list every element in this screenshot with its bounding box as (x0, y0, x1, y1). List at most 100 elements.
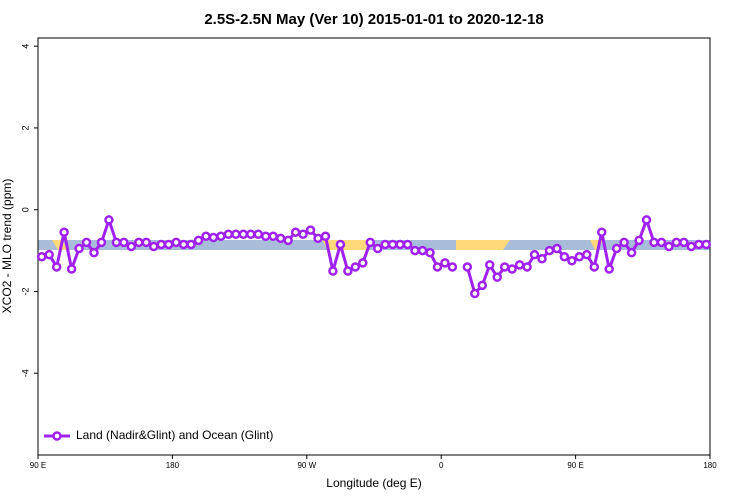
data-point (589, 262, 600, 272)
data-point (44, 249, 54, 260)
data-point (298, 229, 308, 239)
data-point (522, 262, 532, 272)
data-point (141, 237, 152, 248)
data-point (626, 247, 637, 258)
data-point (328, 266, 338, 276)
data-point (365, 237, 376, 248)
x-tick-label: 90 E (30, 461, 46, 470)
x-tick-label: 180 (703, 461, 717, 470)
data-point (275, 233, 286, 244)
x-tick-label: 0 (439, 461, 444, 470)
legend-marker (52, 431, 62, 441)
data-point (268, 231, 278, 242)
data-point (477, 280, 488, 291)
legend-label: Land (Nadir&Glint) and Ocean (Glint) (76, 428, 273, 442)
data-point (96, 237, 107, 248)
data-point (283, 235, 293, 246)
data-point (126, 241, 137, 252)
data-point (372, 243, 383, 254)
data-point (387, 239, 398, 250)
y-tick-label: -4 (20, 369, 30, 377)
data-point (358, 258, 368, 268)
data-point (156, 239, 166, 250)
data-point (664, 241, 674, 252)
data-point (66, 264, 77, 274)
data-point (656, 237, 667, 248)
data-point (604, 264, 614, 274)
data-point (694, 239, 704, 250)
data-point (432, 262, 443, 272)
data-point (119, 237, 129, 248)
y-tick-label: 2 (20, 125, 30, 130)
data-point (178, 239, 189, 250)
data-point (634, 235, 644, 246)
data-point (402, 239, 413, 250)
data-point (163, 239, 174, 250)
data-point (320, 231, 331, 242)
data-point (231, 229, 241, 239)
data-point (193, 235, 204, 246)
data-point (574, 251, 585, 262)
x-axis-label: Longitude (deg E) (326, 476, 421, 490)
data-point (582, 249, 592, 260)
data-point (701, 239, 712, 250)
data-point (462, 262, 473, 272)
data-point (671, 237, 682, 248)
data-point (238, 229, 249, 239)
y-tick-label: -2 (20, 287, 30, 295)
data-point (186, 239, 196, 250)
data-point (611, 243, 622, 254)
data-point (350, 262, 361, 272)
data-point (380, 239, 390, 250)
data-point (134, 237, 144, 248)
data-point (335, 239, 346, 250)
data-point (260, 231, 271, 242)
data-point (641, 215, 652, 225)
x-tick-label: 90 E (567, 461, 583, 470)
data-point (537, 254, 547, 264)
data-point (507, 264, 517, 274)
data-point (81, 237, 92, 248)
data-point (425, 247, 435, 258)
x-tick-label: 90 W (297, 461, 316, 470)
data-point (447, 262, 458, 272)
data-point (619, 237, 629, 248)
data-point (171, 237, 181, 248)
data-point (492, 272, 502, 282)
data-point (679, 237, 689, 248)
data-point (552, 243, 562, 254)
data-point (484, 260, 495, 270)
data-point (246, 229, 256, 239)
data-point (395, 239, 405, 250)
data-point (208, 232, 219, 243)
data-point (514, 260, 525, 270)
data-point (74, 243, 84, 254)
data-point (559, 251, 570, 262)
data-point (544, 245, 555, 256)
data-point (104, 215, 114, 225)
data-point (148, 241, 159, 252)
data-point (440, 258, 450, 268)
data-point (216, 231, 226, 242)
x-tick-label: 180 (166, 461, 180, 470)
data-point (59, 227, 69, 237)
data-point (223, 229, 234, 239)
data-point (253, 229, 264, 239)
data-point (313, 233, 323, 244)
data-point (89, 247, 99, 258)
data-point (410, 245, 420, 256)
data-point (499, 262, 510, 272)
data-point (417, 245, 428, 256)
data-point (529, 249, 540, 260)
data-point (686, 241, 697, 252)
data-point (36, 251, 47, 262)
data-point (343, 266, 353, 276)
data-point (596, 227, 607, 237)
y-axis-label: XCO2 - MLO trend (ppm) (0, 179, 14, 314)
chart-title: 2.5S-2.5N May (Ver 10) 2015-01-01 to 202… (204, 11, 543, 28)
land-band (456, 240, 510, 250)
data-point (470, 288, 480, 299)
data-point (567, 256, 577, 266)
data-point (290, 227, 301, 237)
